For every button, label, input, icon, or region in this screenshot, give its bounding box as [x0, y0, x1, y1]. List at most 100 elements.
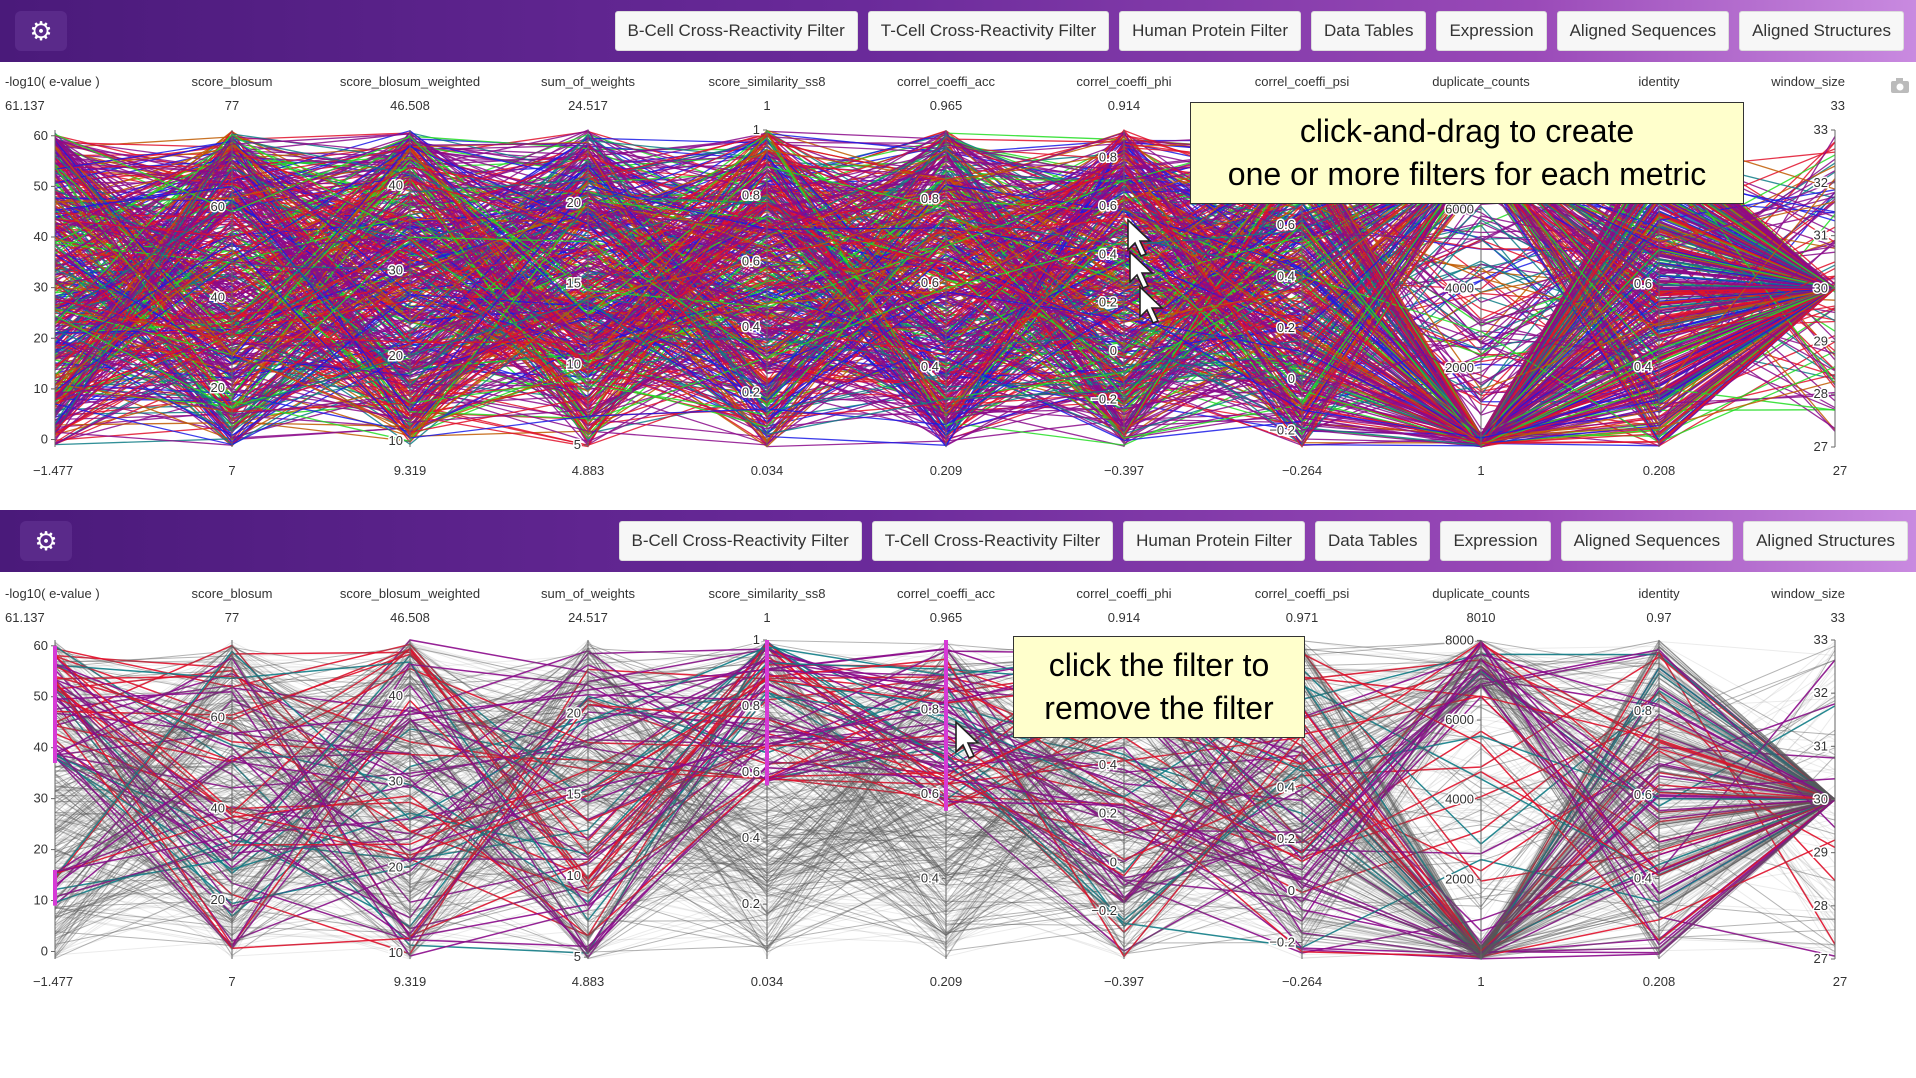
axis-10[interactable]: window_size 33 27 27 28 29 30 31 32 33 — [1770, 586, 1847, 989]
filter-brush[interactable] — [944, 640, 948, 811]
tick-label: 5 — [574, 437, 581, 452]
axis-8[interactable]: duplicate_counts 8010 1 2000 4000 6000 8000 — [1432, 586, 1530, 989]
axis-max-label: 0.965 — [930, 98, 963, 113]
cursor-arrow-icon — [1129, 250, 1154, 290]
tick-label: 0.6 — [1099, 198, 1117, 213]
axis-8[interactable]: duplicate_counts 1 2000 4000 6000 — [1432, 74, 1530, 478]
tick-label: −0.2 — [1269, 423, 1295, 438]
filter-brush[interactable] — [765, 640, 769, 786]
tick-label: 2000 — [1445, 360, 1474, 375]
data-tables-button[interactable]: Data Tables — [1311, 11, 1427, 51]
axis-title: score_blosum_weighted — [340, 74, 480, 89]
human-protein-filter-button[interactable]: Human Protein Filter — [1119, 11, 1301, 51]
axis-7[interactable]: correl_coeffi_psi −0.264 −0.2 0 0.2 0.4 0.6 — [1255, 74, 1350, 478]
cursor-arrow-icon — [1139, 285, 1164, 325]
tick-label: 20 — [211, 892, 225, 907]
tick-label: 29 — [1814, 333, 1828, 348]
tick-label: 0.8 — [921, 702, 939, 717]
tick-label: 29 — [1814, 845, 1828, 860]
tick-label: 30 — [1814, 792, 1828, 807]
expression-button[interactable]: Expression — [1436, 11, 1547, 51]
tick-label: 0.4 — [1277, 779, 1295, 794]
aligned-structures-button[interactable]: Aligned Structures — [1739, 11, 1904, 51]
tick-label: 0.6 — [921, 275, 939, 290]
expression-button[interactable]: Expression — [1440, 521, 1551, 561]
axis-max-label: 0.914 — [1108, 610, 1141, 625]
b-cell-filter-button[interactable]: B-Cell Cross-Reactivity Filter — [618, 521, 862, 561]
tick-label: 60 — [34, 638, 48, 653]
tick-label: 0.8 — [921, 191, 939, 206]
gear-icon[interactable]: ⚙ — [15, 11, 67, 51]
t-cell-filter-button[interactable]: T-Cell Cross-Reactivity Filter — [867, 11, 1110, 51]
axis-max-label: 0.971 — [1286, 610, 1319, 625]
axis-9[interactable]: identity 0.97 0.208 0.4 0.6 0.8 — [1632, 586, 1680, 989]
axis-3[interactable]: sum_of_weights 24.517 4.883 5 10 15 20 — [541, 74, 635, 478]
axis-min-label: 4.883 — [572, 463, 605, 478]
axis-4[interactable]: score_similarity_ss8 1 0.034 0.2 0.4 0.6 0.8 1 — [708, 74, 825, 478]
axis-2[interactable]: score_blosum_weighted 46.508 9.319 10 20 30 40 — [340, 586, 480, 989]
tick-label: 5 — [574, 949, 581, 964]
axis-9[interactable]: identity 0.208 0.4 0.6 — [1632, 74, 1680, 478]
tick-label: 10 — [34, 893, 48, 908]
axis-7[interactable]: correl_coeffi_psi 0.971 −0.264 −0.2 0 0.2 0.4 — [1255, 586, 1350, 989]
tick-label: 0.6 — [742, 253, 760, 268]
tick-label: 0.6 — [742, 764, 760, 779]
tick-label: 60 — [34, 128, 48, 143]
bottom-chart-svg[interactable]: -log10( e-value )61.137−1.47701020304050… — [0, 572, 1916, 1012]
top-toolbar: ⚙ B-Cell Cross-Reactivity Filter T-Cell … — [0, 0, 1916, 62]
tick-label: 0.2 — [1277, 831, 1295, 846]
cursor-arrow-icon — [1127, 218, 1152, 258]
camera-icon[interactable] — [1891, 78, 1909, 93]
axis-title: correl_coeffi_acc — [897, 586, 996, 601]
t-cell-filter-button[interactable]: T-Cell Cross-Reactivity Filter — [871, 521, 1114, 561]
b-cell-filter-button[interactable]: B-Cell Cross-Reactivity Filter — [614, 11, 858, 51]
axis-max-label: 24.517 — [568, 610, 608, 625]
axis-0[interactable]: -log10( e-value ) 61.137 −1.477 0 10 20 30 40 50… — [5, 586, 100, 989]
aligned-structures-button[interactable]: Aligned Structures — [1743, 521, 1908, 561]
tick-label: 60 — [211, 199, 225, 214]
axis-max-label: 46.508 — [390, 98, 430, 113]
axis-min-label: 0.034 — [751, 463, 784, 478]
bottom-parallel-coordinates-chart[interactable]: -log10( e-value ) 61.137 −1.477 0 10 20 30 40 50… — [0, 572, 1916, 1012]
aligned-sequences-button[interactable]: Aligned Sequences — [1560, 521, 1734, 561]
tick-label: 30 — [389, 774, 403, 789]
tick-label: 0.4 — [1634, 871, 1652, 886]
bottom-annotation-callout: click the filter to remove the filter — [1013, 636, 1305, 738]
tick-label: 0.8 — [1634, 703, 1652, 718]
tick-label: 4000 — [1445, 792, 1474, 807]
data-tables-button[interactable]: Data Tables — [1315, 521, 1431, 561]
axis-10[interactable]: window_size 33 27 27 28 29 30 31 32 33 — [1770, 74, 1847, 478]
axis-title: sum_of_weights — [541, 74, 635, 89]
tick-label: 10 — [389, 945, 403, 960]
axis-0[interactable]: -log10( e-value ) 61.137 −1.477 0 10 20 30 40 50… — [5, 74, 100, 478]
axis-6[interactable]: correl_coeffi_phi 0.914 −0.397 −0.2 0 0.2 0.4 0… — [1076, 74, 1171, 478]
tick-label: 20 — [389, 348, 403, 363]
axis-min-label: −1.477 — [33, 974, 73, 989]
tick-label: 50 — [34, 178, 48, 193]
axis-title: identity — [1638, 74, 1680, 89]
axis-5[interactable]: correl_coeffi_acc 0.965 0.209 0.4 0.6 0.8 — [897, 586, 996, 989]
tick-label: 0.4 — [921, 870, 939, 885]
tick-label: 40 — [211, 801, 225, 816]
axis-4[interactable]: score_similarity_ss8 1 0.034 0.2 0.4 0.6 0.8 1 — [708, 586, 825, 989]
axis-6[interactable]: correl_coeffi_phi 0.914 −0.397 −0.2 0 0.2 0.4 — [1076, 586, 1171, 989]
aligned-sequences-button[interactable]: Aligned Sequences — [1556, 11, 1730, 51]
axis-title: correl_coeffi_phi — [1076, 74, 1171, 89]
axis-max-label: 61.137 — [5, 610, 45, 625]
filter-brush[interactable] — [53, 869, 57, 906]
axis-max-label: 1 — [763, 610, 770, 625]
axis-min-label: 0.208 — [1643, 974, 1676, 989]
axis-5[interactable]: correl_coeffi_acc 0.965 0.209 0.4 0.6 0.8 — [897, 74, 996, 478]
tick-label: 30 — [1814, 281, 1828, 296]
filter-brush[interactable] — [53, 645, 57, 763]
axis-3[interactable]: sum_of_weights 24.517 4.883 5 10 15 20 — [541, 586, 635, 989]
axis-2[interactable]: score_blosum_weighted 46.508 9.319 10 20 30 40 — [340, 74, 480, 478]
tick-label: 0 — [1288, 883, 1295, 898]
gear-icon[interactable]: ⚙ — [20, 521, 72, 561]
axis-title: correl_coeffi_psi — [1255, 74, 1350, 89]
axis-title: sum_of_weights — [541, 586, 635, 601]
axis-min-label: −0.397 — [1104, 974, 1144, 989]
human-protein-filter-button[interactable]: Human Protein Filter — [1123, 521, 1305, 561]
